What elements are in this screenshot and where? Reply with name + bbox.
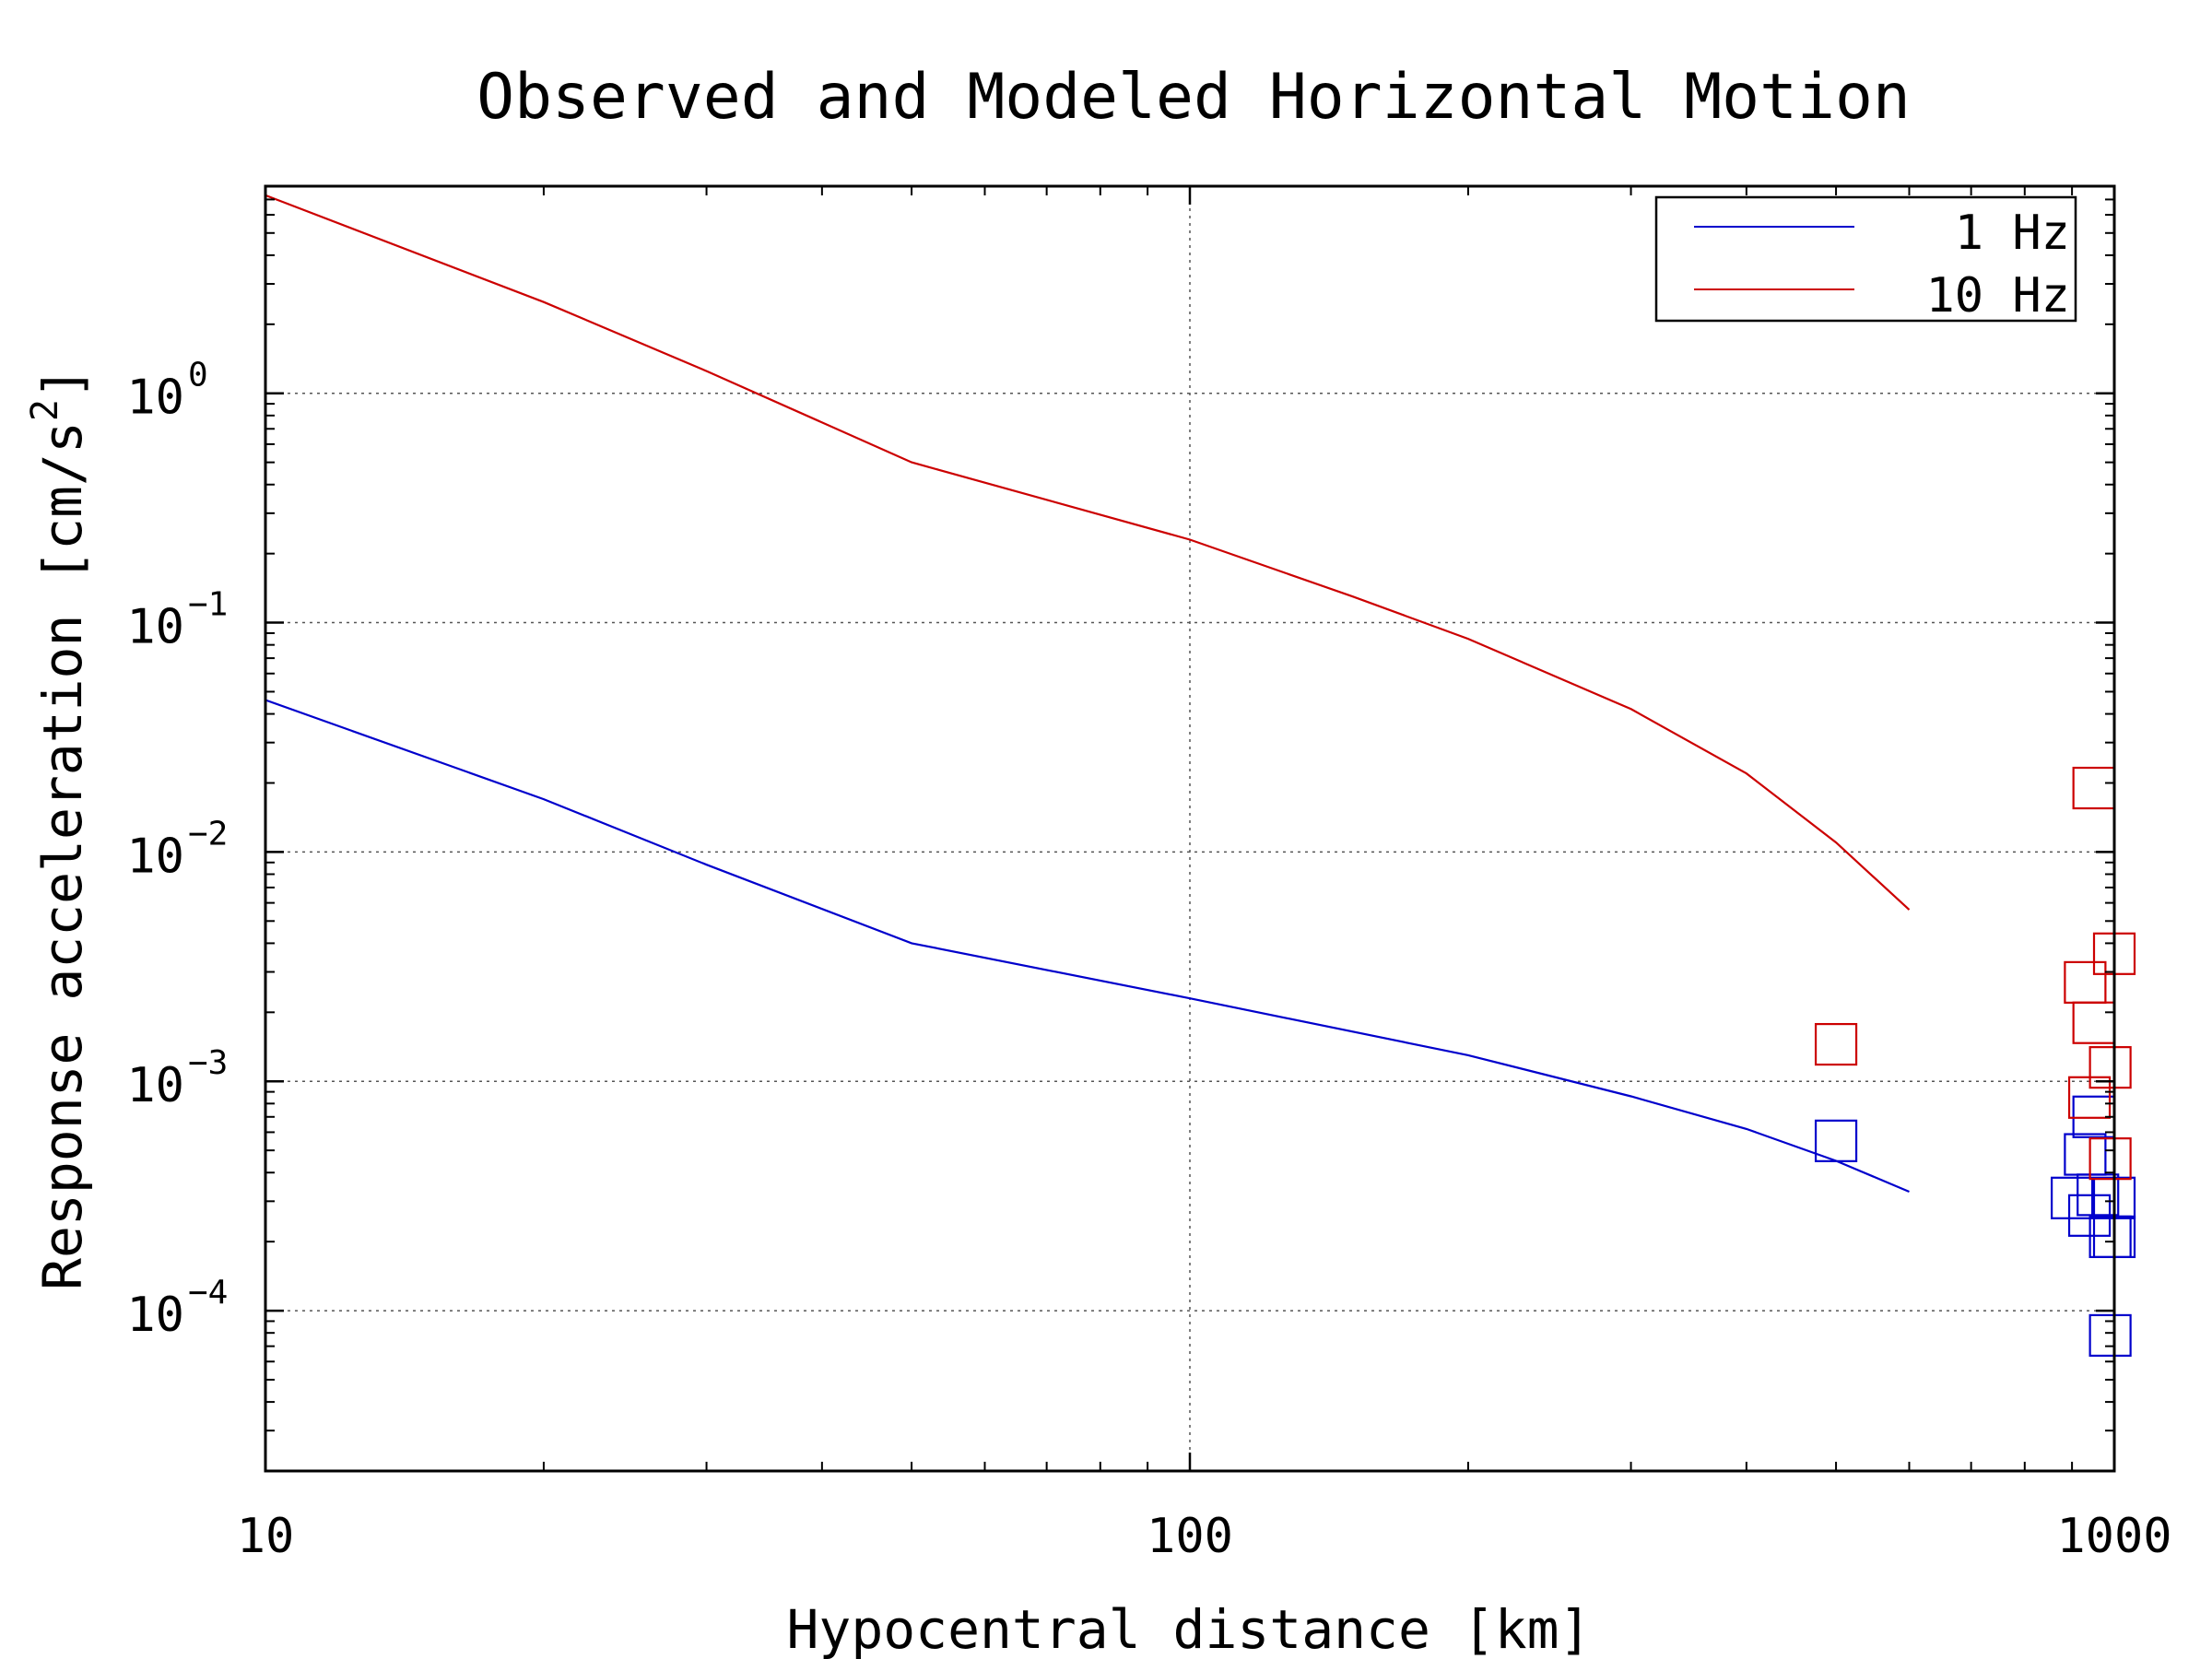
x-tick-label-1: 100 (1147, 1509, 1233, 1564)
observed-point-0-0 (1814, 1119, 1858, 1162)
y-tick-label-1: 10 (126, 600, 184, 655)
observed-point-1-7 (2088, 1137, 2132, 1181)
legend: 1 Hz 10 Hz (1654, 195, 2077, 324)
observed-point-1-4 (2072, 1001, 2115, 1044)
observed-point-0-4 (2051, 1176, 2094, 1219)
observed-point-1-2 (2064, 960, 2107, 1004)
observed-point-0-9 (2088, 1313, 2132, 1358)
y-axis-label-main: Response acceleration [cm/s (31, 421, 94, 1290)
y-tick-label-0: 10 (126, 371, 184, 426)
y-axis-label: Response acceleration [cm/s2] (24, 367, 94, 1290)
y-tick-exponent-2: −2 (188, 815, 228, 853)
x-axis-ticks: 10 100 1000 (237, 186, 2172, 1564)
y-axis-label-close: ] (31, 367, 94, 399)
observed-point-1-0 (1814, 1022, 1858, 1066)
minor-ticks (265, 186, 2114, 1471)
legend-label-10hz: 10 Hz (1925, 268, 2070, 324)
y-tick-label-4: 10 (126, 1288, 184, 1343)
observed-markers (1814, 766, 2136, 1358)
series-line-1 (265, 194, 1911, 911)
chart-title: Observed and Modeled Horizontal Motion (477, 61, 1911, 134)
y-tick-label-3: 10 (126, 1058, 184, 1113)
legend-box (1654, 195, 2077, 323)
observed-point-1-6 (2067, 1076, 2112, 1119)
y-tick-exponent-1: −1 (188, 586, 228, 624)
y-tick-exponent-0: 0 (188, 357, 208, 394)
y-tick-exponent-3: −3 (188, 1044, 228, 1082)
series-lines (265, 194, 1911, 1194)
legend-label-1hz: 1 Hz (1955, 206, 2070, 261)
x-tick-label-2: 1000 (2056, 1509, 2171, 1564)
x-tick-label-0: 10 (237, 1509, 295, 1564)
grid (265, 186, 2114, 1471)
series-line-0 (265, 699, 1910, 1194)
x-axis-label: Hypocentral distance [km] (787, 1598, 1592, 1659)
observed-point-0-2 (2064, 1133, 2107, 1176)
observed-point-1-1 (2072, 766, 2115, 810)
y-tick-exponent-4: −4 (188, 1274, 228, 1312)
y-tick-label-2: 10 (126, 829, 184, 884)
y-axis-label-sup: 2 (24, 399, 66, 421)
